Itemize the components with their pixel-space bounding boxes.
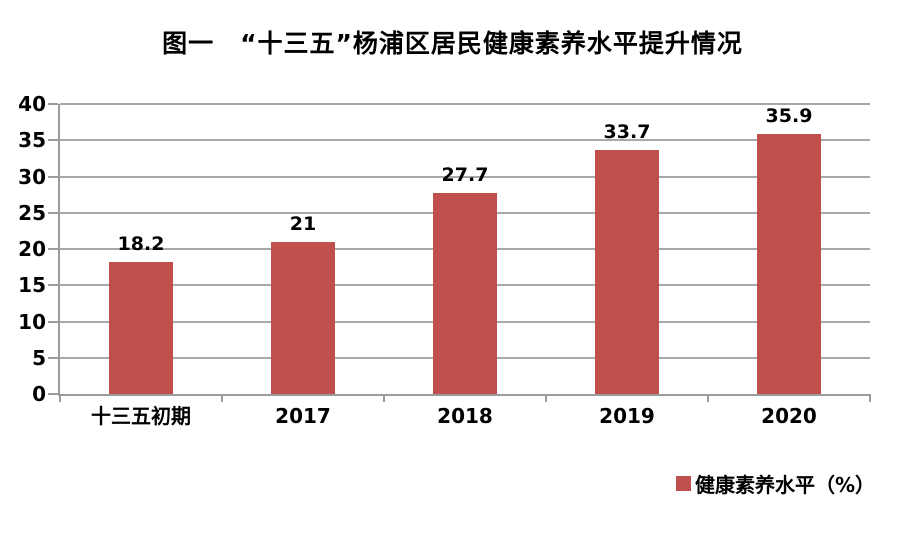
y-axis-tick-mark [48,139,58,142]
y-axis-tick-mark [48,103,58,105]
y-axis-tick-label: 25 [18,200,46,225]
y-axis-tick-mark [48,175,58,178]
y-axis-tick-label: 20 [18,237,46,261]
y-axis-tick-label: 40 [18,92,46,116]
y-axis-tick-mark [48,393,58,395]
gridline [60,175,870,178]
chart-title: 图一 “十三五”杨浦区居民健康素养水平提升情况 [162,29,743,58]
y-axis-tick-mark [48,211,58,214]
y-axis-tick-label: 10 [18,309,46,334]
x-category-label: 2017 [275,404,331,428]
x-axis-tick-mark [545,394,547,402]
y-axis-tick-label: 0 [32,382,46,406]
bar-value-label: 21 [289,212,317,235]
x-axis-tick-mark [221,394,223,402]
legend-square-marker-icon [675,476,691,491]
bar-2018 [433,193,497,394]
y-axis-tick-label: 15 [18,273,46,298]
x-axis-tick-mark [707,394,709,402]
x-axis-tick-mark [59,394,61,402]
x-category-label: 2019 [599,404,655,428]
y-axis-tick-label: 35 [18,128,46,153]
gridline [60,139,870,142]
x-axis-tick-mark [383,394,385,402]
bar-value-label: 18.2 [117,233,165,256]
y-axis-tick-mark [48,284,58,287]
bar-2017 [271,241,335,394]
bar-十三五初期 [109,262,173,394]
x-axis-tick-mark [869,394,871,402]
legend-label: 健康素养水平（%） [694,473,875,497]
y-axis-tick-label: 5 [32,345,46,370]
legend: 健康素养水平（%） [675,469,875,498]
bar-value-label: 33.7 [603,120,651,143]
y-axis-tick-label: 30 [18,164,46,189]
y-axis-tick-mark [48,356,58,359]
bar-2020 [757,133,821,394]
x-category-label: 十三五初期 [91,404,191,428]
gridline [60,103,870,105]
bar-value-label: 35.9 [765,104,813,127]
bar-2019 [595,149,659,394]
x-category-label: 2020 [761,404,817,428]
y-axis-tick-mark [48,248,58,250]
plot-area: 0 5 10 15 20 25 30 35 40 18.2 十三五初期 21 2017 27.7 2018 3… [18,94,871,426]
y-axis-tick-mark [48,320,58,323]
x-category-label: 2018 [437,404,493,428]
bar-value-label: 27.7 [441,164,489,187]
